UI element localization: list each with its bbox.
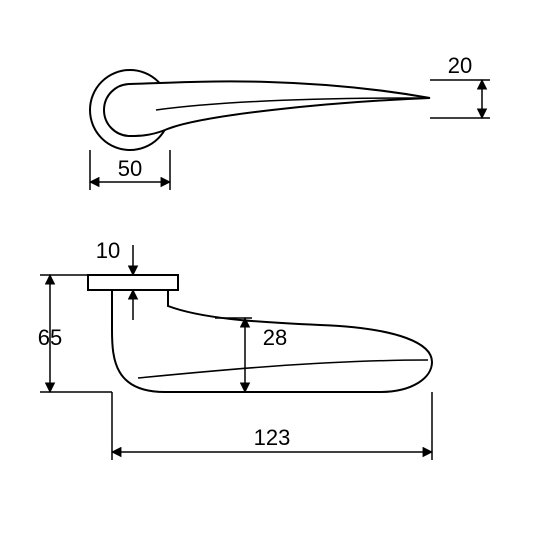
dim-10-label: 10 xyxy=(96,238,120,263)
top-view xyxy=(88,275,432,392)
dim-65: 65 xyxy=(38,275,112,392)
dim-123-label: 123 xyxy=(254,425,291,450)
dim-50: 50 xyxy=(90,150,170,190)
dim-123: 123 xyxy=(112,392,432,460)
dimension-drawing: 50 20 10 65 28 123 xyxy=(0,0,551,551)
lever-front-outline xyxy=(130,81,430,136)
dim-50-label: 50 xyxy=(118,156,142,181)
dim-20: 20 xyxy=(430,53,490,118)
dim-28-label: 28 xyxy=(263,325,287,350)
front-view xyxy=(90,70,430,150)
dim-20-label: 20 xyxy=(448,53,472,78)
plate-outline xyxy=(88,275,178,290)
dim-65-label: 65 xyxy=(38,325,62,350)
